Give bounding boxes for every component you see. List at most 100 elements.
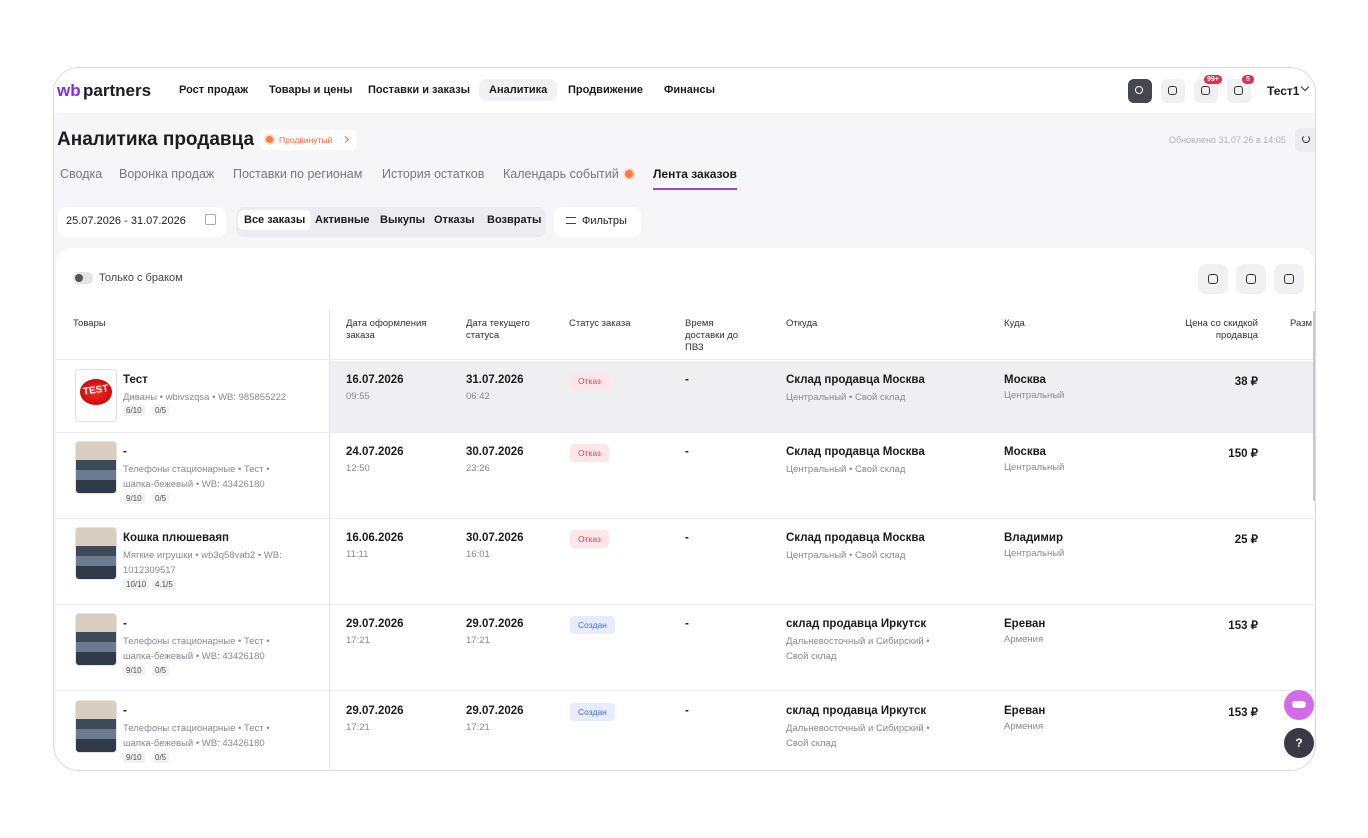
to-city: Москва <box>1004 446 1046 458</box>
active-tab-underline <box>653 188 737 190</box>
nav-item[interactable]: Товары и цены <box>269 84 353 96</box>
toggle-label: Только с браком <box>99 272 183 284</box>
order-type[interactable]: Возвраты <box>487 214 542 226</box>
status-badge: Создан <box>570 703 615 721</box>
toolbar-button[interactable] <box>1236 264 1266 294</box>
product-meta: Диваны • wbivszqsa • WB: 985855222 <box>123 392 287 403</box>
header-divider <box>56 359 1314 360</box>
icon <box>1168 86 1177 95</box>
price: 153 ₽ <box>1228 620 1258 632</box>
from-region: Дальневосточный и Сибирский • Свой склад <box>786 723 930 749</box>
delivery-time: - <box>685 618 689 630</box>
order-type[interactable]: Все заказы <box>238 210 312 230</box>
row-divider <box>56 604 1314 605</box>
order-time: 09:55 <box>346 391 370 402</box>
delivery-time: - <box>685 532 689 544</box>
updated-text: Обновлено 31.07.26 в 14:05 <box>1169 135 1286 145</box>
row-divider <box>56 432 1314 433</box>
order-type[interactable]: Отказы <box>434 214 475 226</box>
tab[interactable]: Календарь событий <box>503 167 619 181</box>
status-badge: Отказ <box>570 530 609 548</box>
assistant-icon <box>1292 701 1306 708</box>
sticky-divider <box>329 309 330 770</box>
from-warehouse: склад продавца Иркутск <box>786 705 927 717</box>
stars-chip: 0/5 <box>152 405 170 416</box>
logo-wb: wb <box>57 81 81 100</box>
order-date: 29.07.2026 <box>346 705 404 717</box>
logo-partners: partners <box>83 81 152 100</box>
toolbar-icon <box>1208 274 1218 284</box>
order-date: 16.06.2026 <box>346 532 404 544</box>
order-time: 17:21 <box>346 722 370 733</box>
stars-chip: 0/5 <box>152 752 170 763</box>
tab[interactable]: Сводка <box>60 167 103 181</box>
status-badge: Отказ <box>570 444 609 462</box>
notification-badge: 99+ <box>1204 75 1222 84</box>
product-name: - <box>123 705 127 717</box>
from-region: Центральный • Свой склад <box>786 550 906 561</box>
toolbar-icon <box>1246 274 1256 284</box>
help-button[interactable]: ? <box>1284 728 1314 758</box>
tab[interactable]: История остатков <box>382 167 485 181</box>
to-region: Центральный <box>1004 462 1065 473</box>
tab[interactable]: Лента заказов <box>653 167 737 181</box>
page-title: Аналитика продавца <box>57 129 255 150</box>
plan-dot <box>266 136 273 143</box>
delivery-time: - <box>685 446 689 458</box>
column-header: Товары <box>73 318 106 329</box>
status-time: 06:42 <box>466 391 490 402</box>
top-nav <box>54 68 1315 113</box>
tab[interactable]: Воронка продаж <box>119 167 215 181</box>
rating-chip: 9/10 <box>123 752 145 763</box>
status-date: 30.07.2026 <box>466 532 524 544</box>
nav-item[interactable]: Рост продаж <box>179 84 249 96</box>
to-city: Владимир <box>1004 532 1063 544</box>
order-type[interactable]: Выкупы <box>380 214 425 226</box>
icon <box>1234 86 1243 95</box>
to-region: Армения <box>1004 721 1044 732</box>
product-meta: Телефоны стационарные • Тест • шапка-беж… <box>123 636 270 662</box>
toolbar-icon <box>1284 274 1294 284</box>
toggle-knob <box>75 274 83 282</box>
nav-item[interactable]: Финансы <box>664 84 716 96</box>
to-region: Центральный <box>1004 390 1065 401</box>
status-date: 29.07.2026 <box>466 705 524 717</box>
nav-item[interactable]: Продвижение <box>568 84 644 96</box>
toolbar-button[interactable] <box>1274 264 1304 294</box>
toolbar-button[interactable] <box>1198 264 1228 294</box>
column-header: Откуда <box>786 318 818 329</box>
order-date: 29.07.2026 <box>346 618 404 630</box>
nav-item[interactable]: Поставки и заказы <box>368 84 471 96</box>
scrollbar <box>1313 311 1315 501</box>
status-date: 30.07.2026 <box>466 446 524 458</box>
to-city: Ереван <box>1004 618 1046 630</box>
to-region: Центральный <box>1004 548 1065 559</box>
status-time: 17:21 <box>466 722 490 733</box>
icon-button[interactable] <box>1161 79 1185 103</box>
from-warehouse: Склад продавца Москва <box>786 532 925 544</box>
product-meta: Телефоны стационарные • Тест • шапка-беж… <box>123 723 270 749</box>
delivery-time: - <box>685 705 689 717</box>
thumbnail <box>75 700 117 753</box>
plan-badge[interactable] <box>260 130 357 150</box>
order-type[interactable]: Активные <box>315 214 370 226</box>
filters-button[interactable] <box>554 207 641 237</box>
order-time: 11:11 <box>346 549 369 560</box>
rating-chip: 9/10 <box>123 665 145 676</box>
to-city: Ереван <box>1004 705 1046 717</box>
column-header: Дата оформления заказа <box>346 318 427 341</box>
column-header: Разм <box>1290 318 1313 329</box>
thumbnail-button <box>80 379 112 405</box>
tab[interactable]: Поставки по регионам <box>233 167 363 181</box>
filters-icon <box>566 217 576 224</box>
user-menu[interactable]: Тест1 <box>1267 84 1300 98</box>
nav-item[interactable]: Аналитика <box>479 79 558 101</box>
rating-chip: 10/10 <box>123 579 150 590</box>
status-date: 31.07.2026 <box>466 374 524 386</box>
filters-label: Фильтры <box>582 215 627 227</box>
order-time: 17:21 <box>346 635 370 646</box>
date-picker[interactable] <box>58 207 226 237</box>
price: 38 ₽ <box>1234 376 1258 388</box>
status-time: 23:26 <box>466 463 490 474</box>
stars-chip: 0/5 <box>152 493 170 504</box>
